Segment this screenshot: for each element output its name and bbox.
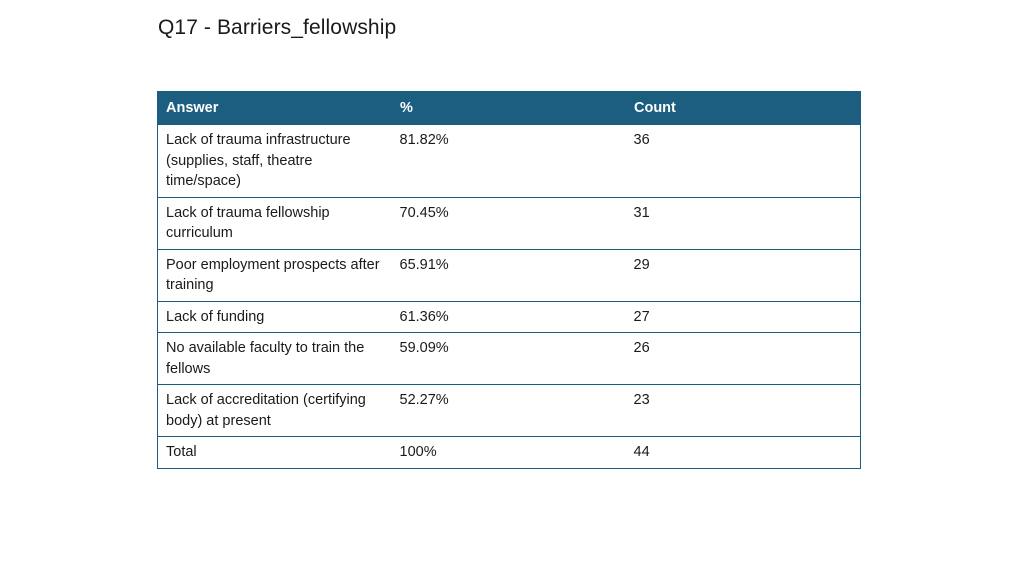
answer-cell: Poor employment prospects after training	[157, 248, 392, 302]
table-row: Lack of accreditation (certifying body) …	[157, 384, 861, 437]
percent-cell: 52.27%	[391, 384, 626, 437]
count-cell: 23	[625, 384, 861, 437]
table-row: Lack of trauma fellowship curriculum 70.…	[157, 196, 861, 250]
table-header-row: Answer % Count	[157, 91, 861, 125]
percent-cell: 70.45%	[391, 196, 626, 250]
count-cell: 27	[625, 300, 861, 333]
table-row: Poor employment prospects after training…	[157, 248, 861, 302]
count-cell: 36	[625, 124, 861, 198]
percent-cell: 59.09%	[391, 332, 626, 385]
answer-cell: Lack of trauma infrastructure (supplies,…	[157, 124, 392, 198]
total-percent-cell: 100%	[391, 436, 626, 469]
total-label-cell: Total	[157, 436, 392, 469]
table-total-row: Total 100% 44	[157, 436, 861, 469]
page-title: Q17 - Barriers_fellowship	[158, 16, 397, 39]
answer-cell: Lack of accreditation (certifying body) …	[157, 384, 392, 437]
column-header-count: Count	[625, 91, 861, 125]
percent-cell: 61.36%	[391, 300, 626, 333]
barriers-table: Answer % Count Lack of trauma infrastruc…	[157, 91, 861, 469]
count-cell: 29	[625, 248, 861, 302]
column-header-percent: %	[391, 91, 626, 125]
count-cell: 31	[625, 196, 861, 250]
answer-cell: Lack of funding	[157, 300, 392, 333]
answer-cell: Lack of trauma fellowship curriculum	[157, 196, 392, 250]
table-row: No available faculty to train the fellow…	[157, 332, 861, 385]
table-row: Lack of trauma infrastructure (supplies,…	[157, 124, 861, 198]
count-cell: 26	[625, 332, 861, 385]
percent-cell: 65.91%	[391, 248, 626, 302]
table-row: Lack of funding 61.36% 27	[157, 300, 861, 333]
answer-cell: No available faculty to train the fellow…	[157, 332, 392, 385]
percent-cell: 81.82%	[391, 124, 626, 198]
total-count-cell: 44	[625, 436, 861, 469]
column-header-answer: Answer	[157, 91, 392, 125]
